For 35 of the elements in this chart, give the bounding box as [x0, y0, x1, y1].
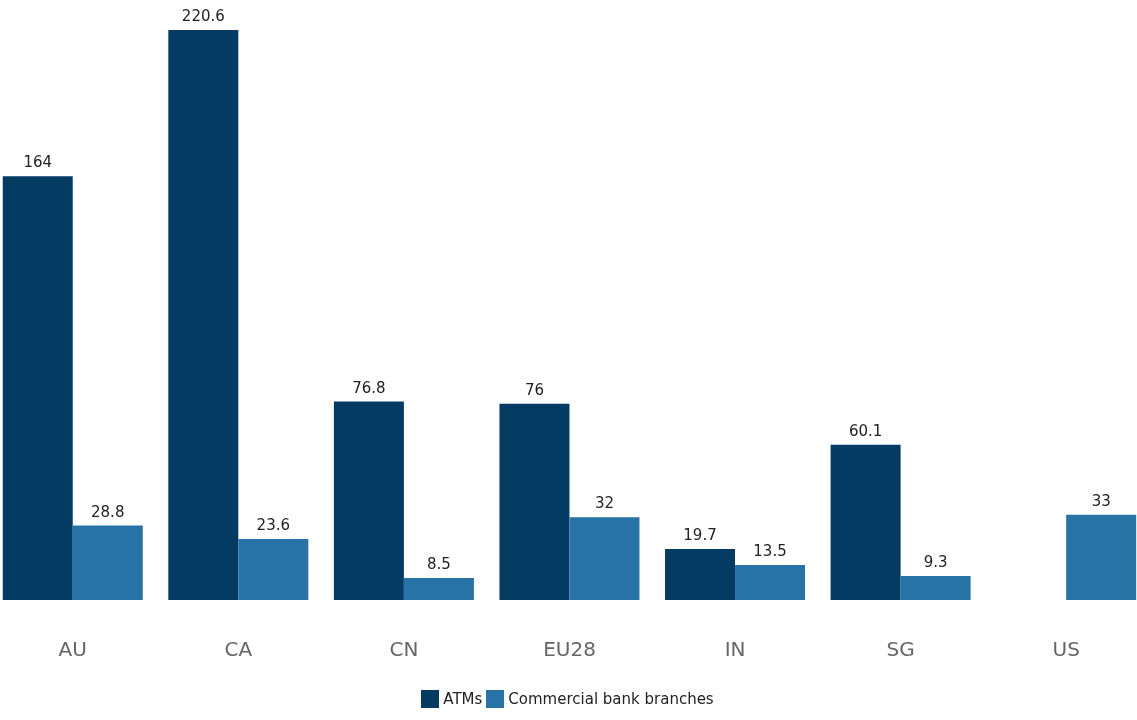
- data-label: 76: [524, 380, 545, 399]
- legend-label: ATMs: [443, 690, 483, 708]
- data-label: 76.8: [352, 378, 386, 397]
- data-label: 19.7: [683, 526, 717, 545]
- x-tick-label: US: [1052, 637, 1080, 662]
- data-label: 164: [23, 153, 53, 172]
- x-tick-label: SG: [886, 637, 915, 662]
- data-label: 28.8: [91, 502, 125, 521]
- data-label: 13.5: [753, 542, 787, 561]
- bar: [72, 525, 143, 600]
- bar: [238, 539, 309, 600]
- x-tick-label: IN: [724, 637, 746, 662]
- bar: [499, 403, 570, 600]
- x-tick-label: EU28: [543, 637, 596, 662]
- data-label: 8.5: [426, 555, 451, 574]
- data-label: 32: [594, 494, 615, 513]
- bar: [665, 549, 736, 600]
- bar: [403, 578, 474, 600]
- bar: [830, 444, 901, 600]
- bar: [1066, 514, 1137, 600]
- data-label: 33: [1091, 491, 1111, 510]
- x-tick-label: AU: [58, 637, 87, 662]
- bar: [569, 517, 640, 600]
- bar: [168, 30, 239, 600]
- data-label: 9.3: [923, 552, 948, 571]
- bar: [735, 565, 806, 600]
- x-tick-label: CA: [224, 637, 253, 662]
- legend-label: Commercial bank branches: [508, 690, 714, 708]
- x-tick-label: CN: [389, 637, 419, 662]
- bar: [333, 401, 404, 600]
- data-label: 23.6: [256, 516, 291, 535]
- bar: [2, 176, 73, 600]
- bar: [900, 575, 971, 600]
- data-label: 220.6: [181, 7, 225, 25]
- data-label: 60.1: [848, 421, 883, 440]
